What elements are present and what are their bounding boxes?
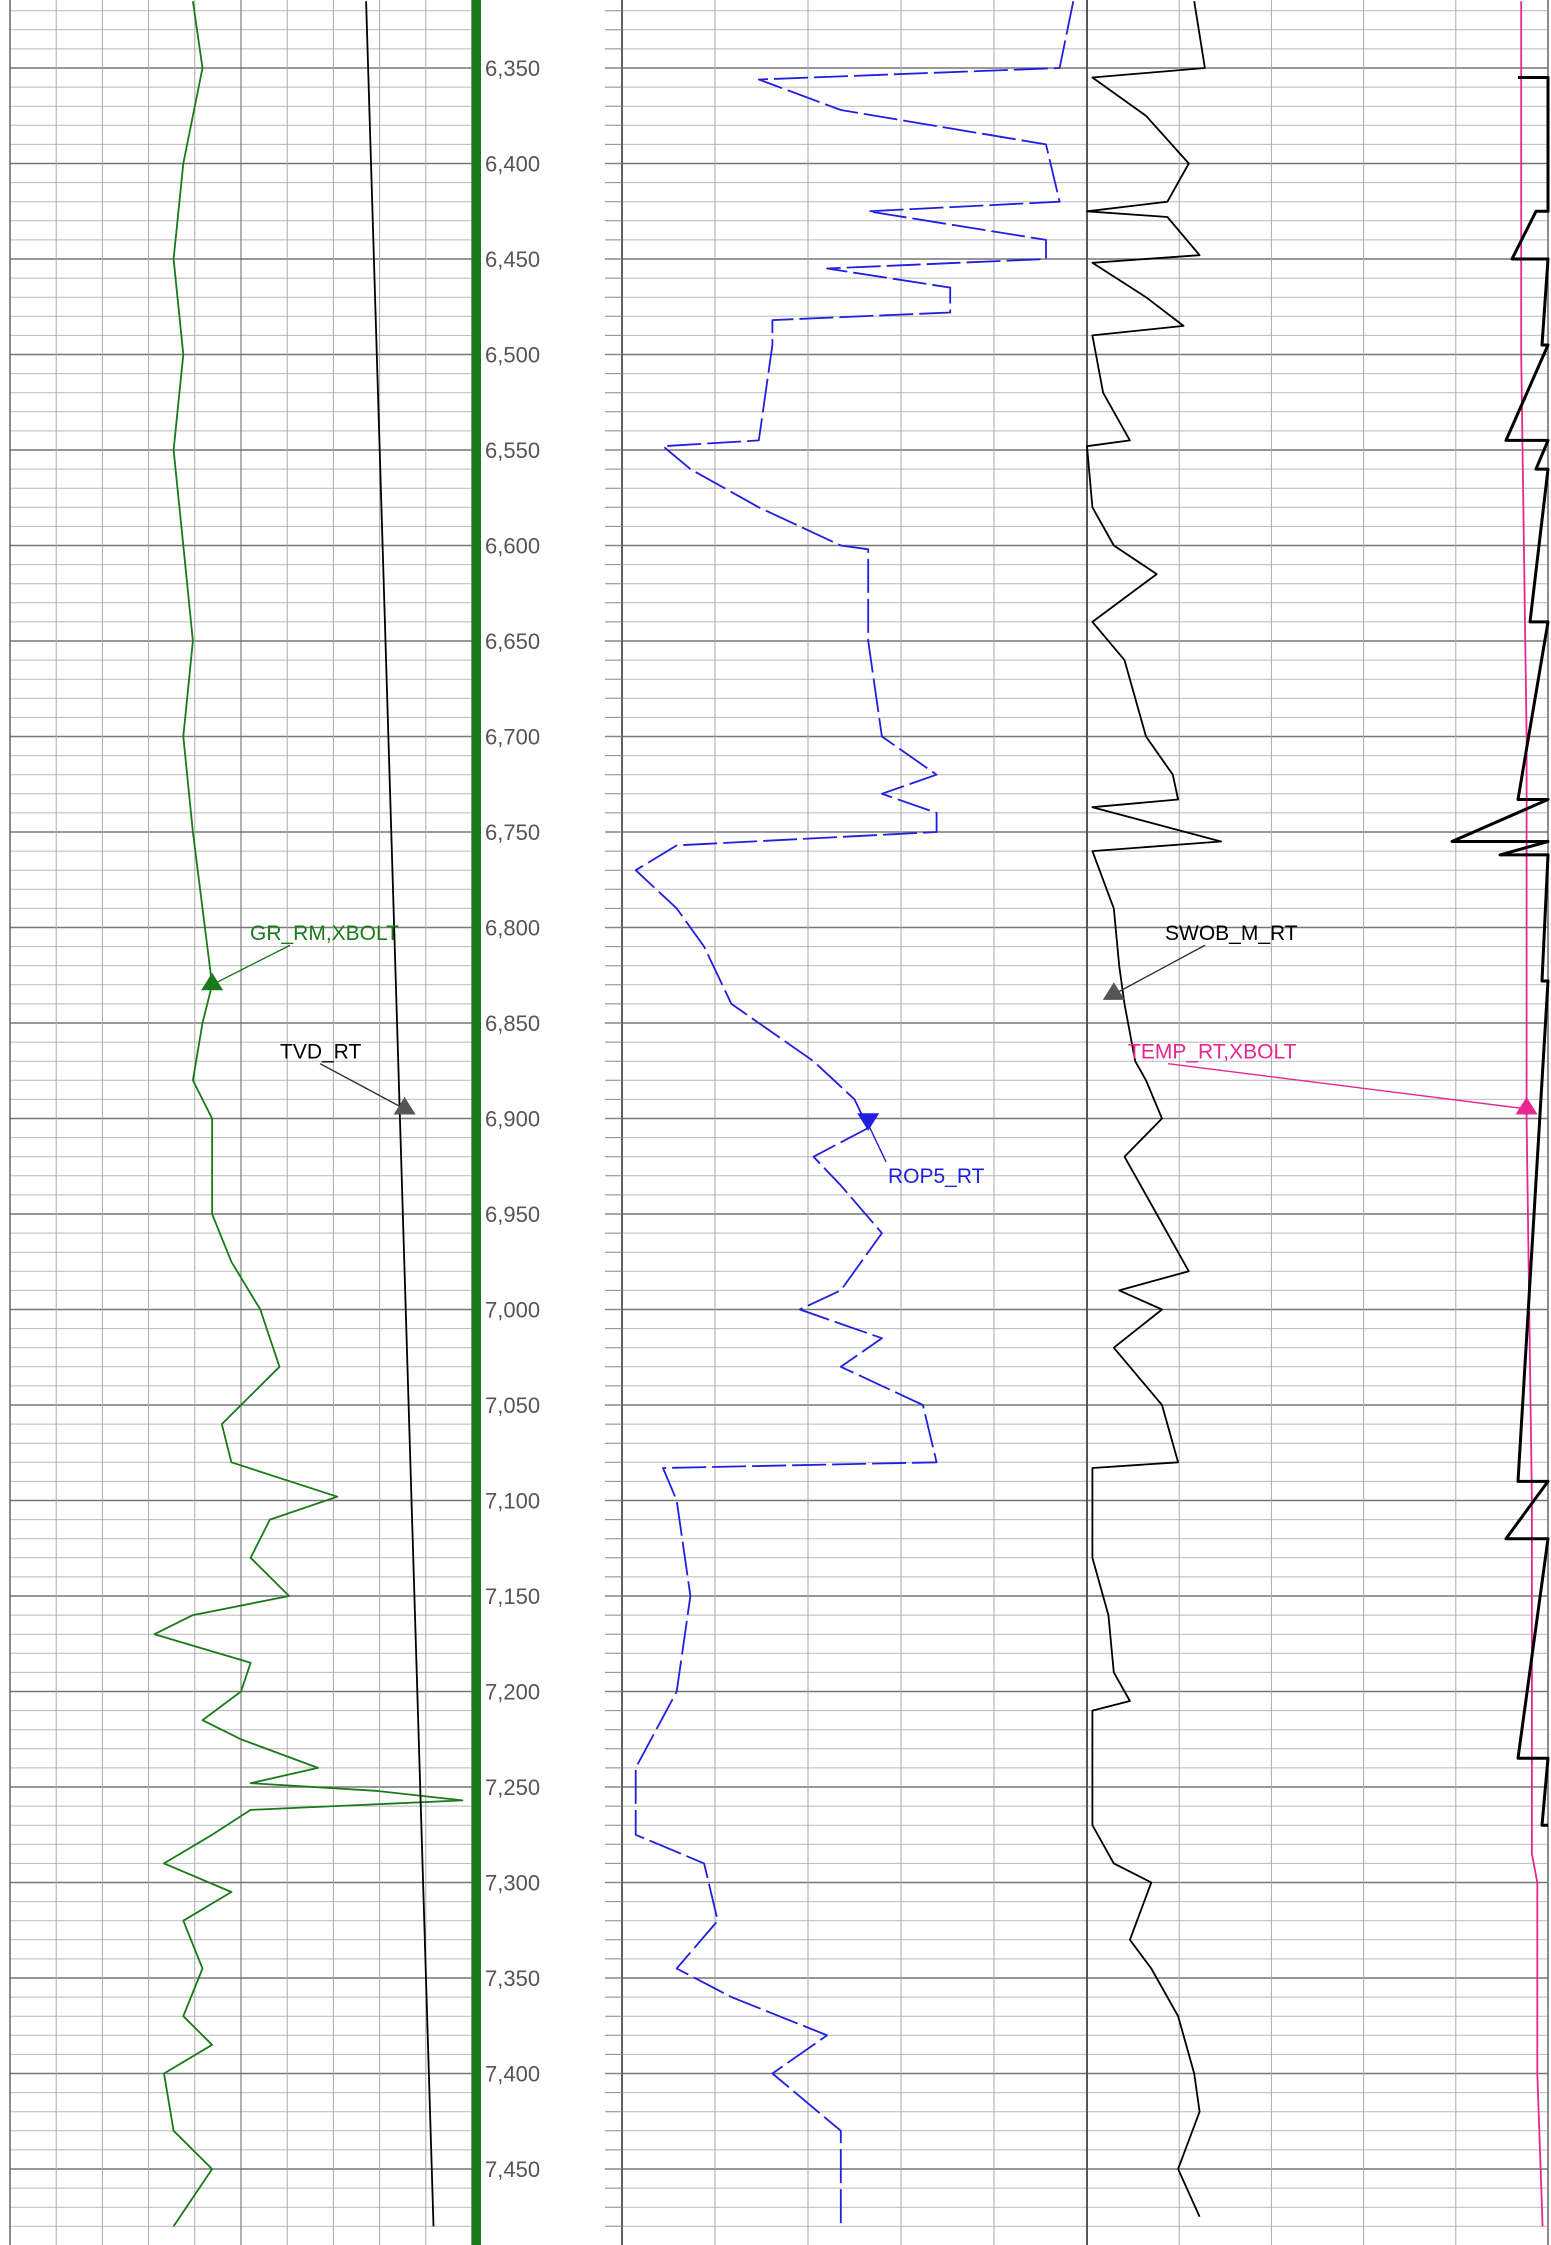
depth-tick-label: 6,600	[485, 534, 540, 559]
depth-tick-label: 6,400	[485, 152, 540, 177]
depth-axis: 6,350 6,400 6,450 6,500 6,550 6,600 6,650 6,700…	[472, 0, 622, 2245]
depth-tick-label: 6,800	[485, 916, 540, 941]
depth-tick-label: 7,050	[485, 1393, 540, 1418]
temp-rt-xbolt-label: TEMP_RT,XBOLT	[1128, 1041, 1297, 1064]
rop5-rt-label: ROP5_RT	[888, 1165, 985, 1188]
gr-rm-xbolt-label: GR_RM,XBOLT	[250, 922, 399, 945]
rop5-rt-marker	[857, 1113, 880, 1131]
depth-tick-label: 7,200	[485, 1680, 540, 1705]
temp-rt-xbolt-marker	[1515, 1096, 1538, 1115]
tvd-rt-label: TVD_RT	[280, 1041, 361, 1064]
depth-tick-label: 7,000	[485, 1298, 540, 1323]
depth-tick-label: 6,550	[485, 438, 540, 463]
depth-tick-label: 6,750	[485, 820, 540, 845]
depth-tick-label: 7,450	[485, 2157, 540, 2182]
depth-tick-label: 6,850	[485, 1011, 540, 1036]
swob-m-rt-label: SWOB_M_RT	[1165, 922, 1298, 945]
temp-rt-xbolt-curve	[1520, 1, 1544, 2227]
swob-m-rt-marker	[1102, 982, 1125, 1000]
grid	[9, 0, 1549, 2245]
gr-rm-xbolt-leader-line	[211, 944, 291, 986]
tvd-rt-marker	[393, 1096, 416, 1115]
gr-rm-xbolt-marker	[201, 972, 224, 991]
depth-track-bar	[472, 0, 481, 2245]
depth-tick-label: 7,400	[485, 2062, 540, 2087]
gr-rm-xbolt-curve	[153, 1, 464, 2227]
swob-m-rt-curve	[1086, 1, 1222, 2218]
depth-tick-label: 6,450	[485, 247, 540, 272]
curve-labels: GR_RM,XBOLT TVD_RT ROP5_RT SWOB_M_RT TEMP_RT…	[201, 922, 1538, 1188]
depth-tick-label: 6,650	[485, 629, 540, 654]
depth-tick-label: 6,350	[485, 56, 540, 81]
track4-curve-curve	[1450, 76, 1550, 1827]
swob-m-rt-leader-line	[1113, 944, 1206, 995]
rop5-rt-leader-line	[867, 1123, 887, 1163]
temp-rt-xbolt-leader-line	[1167, 1062, 1527, 1110]
depth-tick-label: 6,900	[485, 1107, 540, 1132]
curves	[153, 1, 1550, 2227]
depth-tick-label: 7,300	[485, 1871, 540, 1896]
depth-tick-label: 7,150	[485, 1584, 540, 1609]
depth-tick-label: 7,350	[485, 1966, 540, 1991]
depth-tick-label: 6,950	[485, 1202, 540, 1227]
depth-tick-label: 6,500	[485, 343, 540, 368]
depth-tick-label: 7,100	[485, 1489, 540, 1514]
depth-tick-label: 6,700	[485, 725, 540, 750]
tvd-rt-leader-line	[319, 1063, 405, 1110]
depth-tick-label: 7,250	[485, 1775, 540, 1800]
